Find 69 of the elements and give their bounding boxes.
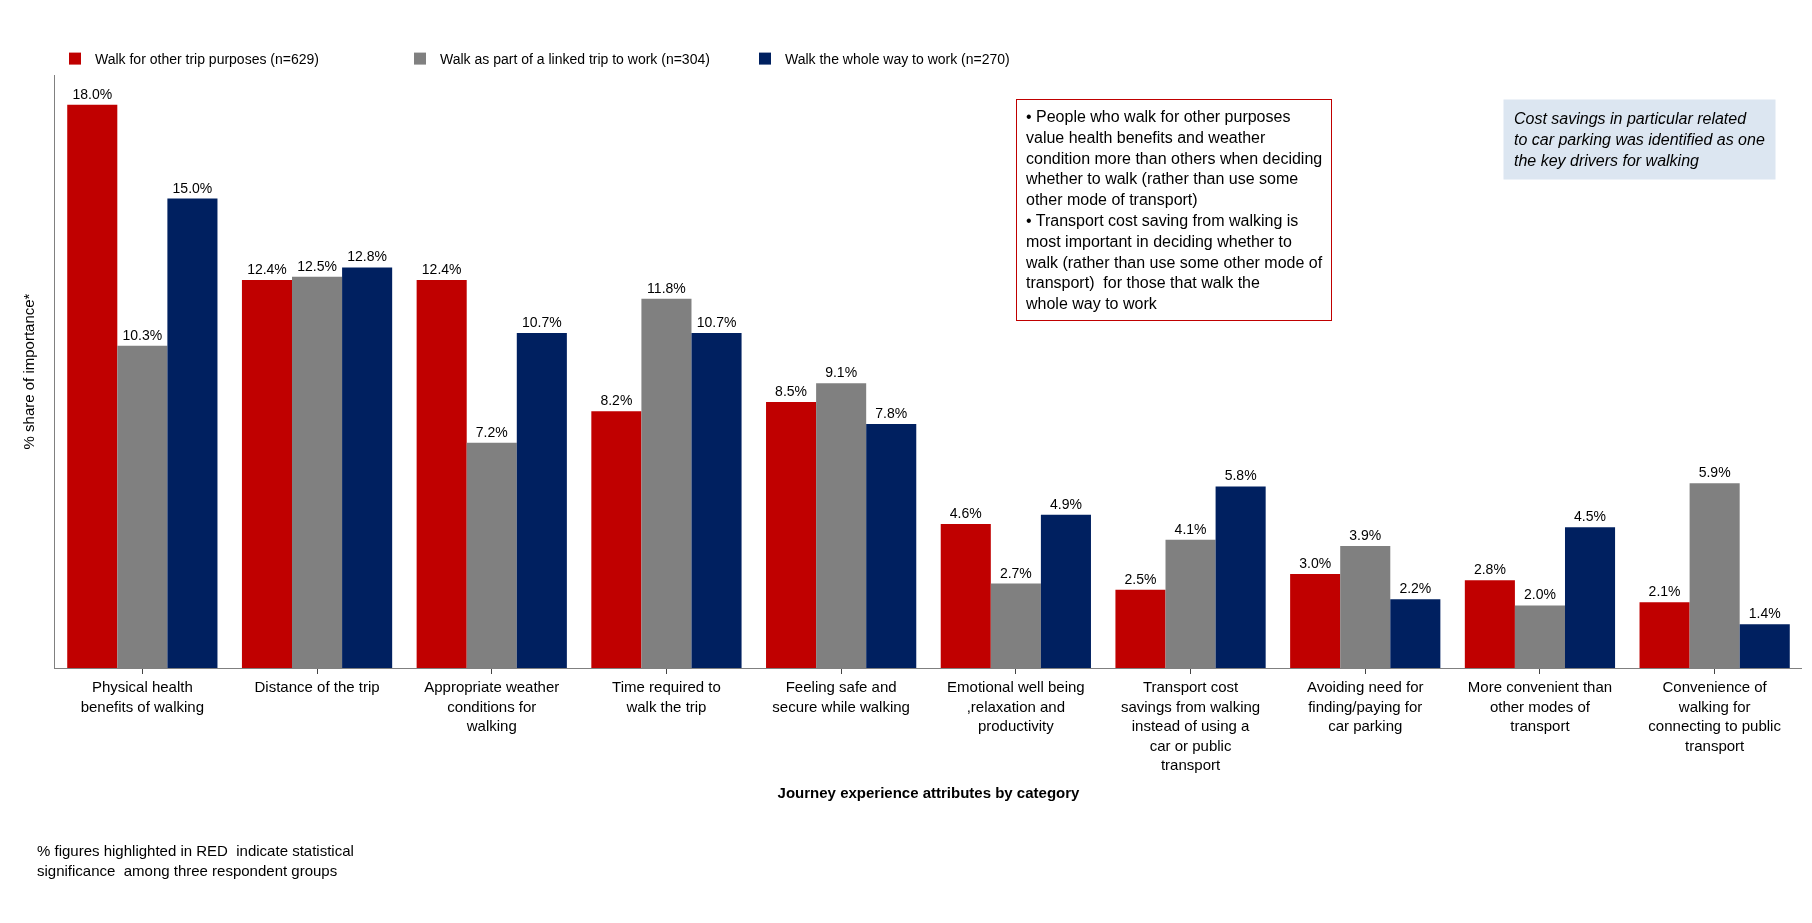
bar xyxy=(1115,589,1166,668)
x-tick-label: Feeling safe and secure while walking xyxy=(772,678,910,715)
bar xyxy=(1040,514,1091,668)
y-axis-title: % share of importance* xyxy=(20,293,38,450)
data-label: 7.8% xyxy=(875,404,908,421)
legend-label: Walk for other trip purposes (n=629) xyxy=(95,51,319,68)
x-tick-label: Physical health benefits of walking xyxy=(80,678,205,715)
data-label: 9.1% xyxy=(825,364,858,381)
data-label: 4.9% xyxy=(1049,495,1082,512)
data-label: 5.9% xyxy=(1698,464,1731,481)
bar xyxy=(1739,624,1790,668)
data-label: 2.8% xyxy=(1473,561,1506,578)
x-tick-label: Transport cost savings from walking instead of using a car or public transport xyxy=(1120,678,1261,773)
x-axis-title: Journey experience attributes by category xyxy=(777,784,1081,801)
bar xyxy=(940,524,991,668)
bar xyxy=(1390,599,1441,668)
bar xyxy=(766,401,817,668)
bar xyxy=(416,279,467,668)
data-label: 10.7% xyxy=(521,314,562,331)
data-label: 7.2% xyxy=(475,423,508,440)
data-label: 12.4% xyxy=(421,260,462,277)
x-tick-label: Avoiding need for finding/paying for car parking xyxy=(1307,678,1424,734)
bar xyxy=(1464,580,1515,668)
bar xyxy=(691,333,742,668)
x-tick-label: Time required to walk the trip xyxy=(612,678,721,715)
x-tick-label: More convenient than other modes of transport xyxy=(1467,678,1613,734)
bar xyxy=(1215,486,1266,668)
data-label: 10.7% xyxy=(696,314,737,331)
bar xyxy=(516,333,567,668)
data-label: 1.4% xyxy=(1748,605,1781,622)
data-label: 12.5% xyxy=(297,257,337,274)
data-label: 4.1% xyxy=(1174,520,1207,537)
legend-label: Walk as part of a linked trip to work (n=304) xyxy=(440,51,710,68)
bar xyxy=(241,279,293,668)
data-label: 12.8% xyxy=(347,248,387,265)
bar xyxy=(866,423,917,668)
data-label: 2.0% xyxy=(1523,586,1556,603)
bar xyxy=(591,411,642,668)
bar xyxy=(342,267,393,668)
legend-label: Walk the whole way to work (n=270) xyxy=(785,51,1010,68)
data-label: 4.5% xyxy=(1574,508,1606,525)
x-tick-label: Appropriate weather conditions for walking xyxy=(424,678,560,734)
data-label: 2.7% xyxy=(999,564,1032,581)
data-label: 8.2% xyxy=(600,392,633,409)
data-label: 18.0% xyxy=(72,85,113,102)
text: % figures highlighted in RED indicate statistical significance among three respondent groups xyxy=(37,842,354,879)
annotation: Cost savings in particular related to car parking was identified as one the key drivers for walking xyxy=(1514,110,1765,169)
data-label: 2.1% xyxy=(1648,583,1681,600)
data-label: 11.8% xyxy=(647,279,686,296)
data-label: 12.4% xyxy=(247,260,287,277)
data-label: 10.3% xyxy=(122,326,163,343)
x-tick-label: Convenience of walking for connecting to public transport xyxy=(1648,678,1782,754)
data-label: 2.2% xyxy=(1399,580,1432,597)
annotation: • People who walk for other purposes value health benefits and weather condition more than others when deciding whether to walk (rather than use some other mode of transport) xyxy=(1025,108,1323,209)
x-tick-label: Distance of the trip xyxy=(254,678,380,695)
bar xyxy=(67,104,118,668)
data-label: 3.9% xyxy=(1349,526,1382,543)
bar xyxy=(1639,602,1690,668)
data-label: 5.8% xyxy=(1224,467,1257,484)
annotation: • Transport cost saving from walking is most important in deciding whether to walk (rather than use some other mode of transport) for those that walk the whole way to work xyxy=(1025,212,1323,313)
bar xyxy=(1290,574,1341,668)
data-label: 4.6% xyxy=(949,505,982,522)
x-tick-label: Emotional well being ,relaxation and productivity xyxy=(947,678,1085,734)
data-label: 8.5% xyxy=(775,382,808,399)
data-label: 2.5% xyxy=(1124,570,1157,587)
bar xyxy=(167,198,218,668)
bar xyxy=(1564,527,1616,668)
data-label: 3.0% xyxy=(1299,555,1332,572)
data-label: 15.0% xyxy=(172,179,213,196)
